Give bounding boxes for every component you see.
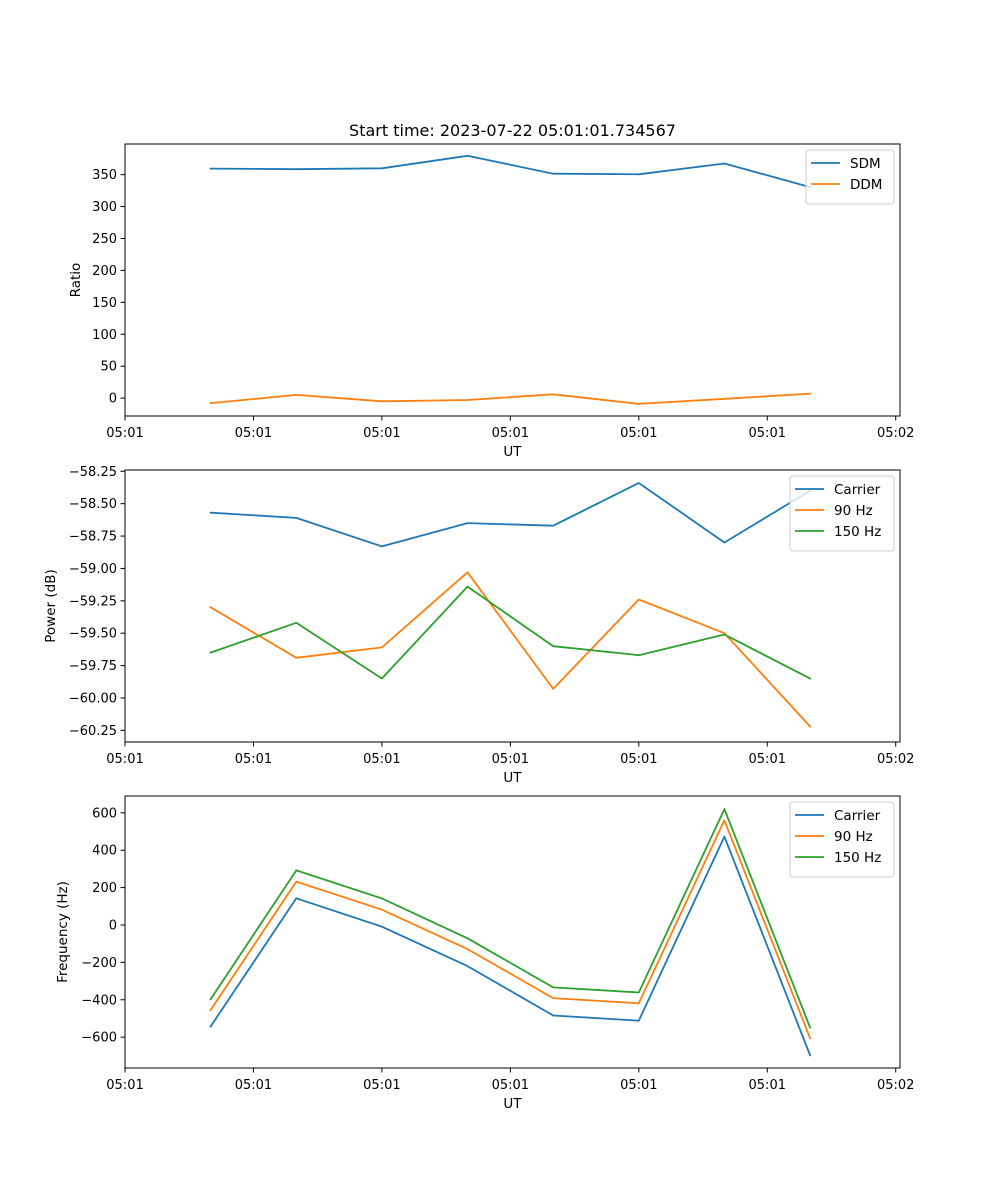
chart1-legend: SDM DDM [805, 149, 895, 205]
chart2-series-line-90-hz [209, 571, 812, 728]
figure-title: Start time: 2023-07-22 05:01:01.734567 [349, 121, 676, 140]
chart1-legend-label: DDM [850, 177, 882, 193]
chart1-x-tick-label: 05:01 [620, 426, 657, 441]
chart1-y-tick-label: 100 [92, 328, 117, 343]
chart2-y-tick-label: −58.25 [69, 465, 117, 480]
chart3-x-axis-label: UT [503, 1096, 522, 1112]
chart2-y-axis-label: Power (dB) [43, 569, 59, 642]
chart1-y-axis-label: Ratio [68, 263, 84, 298]
chart3-x-tick-label: 05:01 [749, 1078, 786, 1093]
chart2-y-tick-label: −59.25 [69, 594, 117, 609]
chart1-y-tick-label: 50 [100, 360, 117, 375]
chart2-x-tick-label: 05:01 [620, 752, 657, 767]
chart2-legend: Carrier 90 Hz 150 Hz [789, 475, 895, 552]
chart3-series-line-carrier [209, 835, 812, 1057]
chart2-y-tick-label: −60.00 [69, 691, 117, 706]
chart3-x-tick-label: 05:01 [235, 1078, 272, 1093]
chart2-legend-label: 90 Hz [834, 503, 873, 519]
chart1-y-tick-label: 350 [92, 168, 117, 183]
chart1-x-tick-label: 05:01 [363, 426, 400, 441]
chart2-y-tick-label: −58.50 [69, 497, 117, 512]
chart1-y-tick-label: 250 [92, 232, 117, 247]
chart2-legend-box [789, 475, 895, 552]
chart2-legend-label: Carrier [834, 482, 881, 498]
chart3-legend: Carrier 90 Hz 150 Hz [789, 801, 895, 878]
chart1-axes-frame [124, 143, 901, 417]
chart1-x-tick-label: 05:01 [106, 426, 143, 441]
chart2-axes-frame [124, 469, 901, 743]
chart2-y-tick-label: −58.75 [69, 530, 117, 545]
chart1-legend-label: SDM [850, 156, 881, 172]
chart2-y-tick-label: −59.00 [69, 562, 117, 577]
chart3-y-tick-label: −600 [81, 1031, 117, 1046]
chart2-y-tick-label: −59.75 [69, 659, 117, 674]
chart2-legend-label: 150 Hz [834, 524, 881, 540]
chart-panels: 05:01 05:01 05:01 05:01 05:01 05:01 05:02 0 50 10… [43, 143, 914, 1112]
chart3-y-tick-label: 0 [109, 918, 117, 933]
chart3-y-tick-label: 200 [92, 881, 117, 896]
chart3-legend-label: 150 Hz [834, 850, 881, 866]
chart3-x-tick-label: 05:01 [492, 1078, 529, 1093]
chart2-x-axis-label: UT [503, 770, 522, 786]
chart3-axes-frame [124, 795, 901, 1069]
chart3-legend-label: Carrier [834, 808, 881, 824]
chart3-y-tick-label: 600 [92, 806, 117, 821]
chart1-x-axis-label: UT [503, 444, 522, 460]
chart3-series-line-150-hz [209, 808, 812, 1029]
chart3-x-tick-label: 05:01 [106, 1078, 143, 1093]
chart3-x-tick-label: 05:02 [877, 1078, 914, 1093]
chart1-y-tick-label: 200 [92, 264, 117, 279]
chart3-legend-box [789, 801, 895, 878]
chart3-y-tick-label: −200 [81, 956, 117, 971]
chart3-legend-label: 90 Hz [834, 829, 873, 845]
chart2-x-tick-label: 05:01 [106, 752, 143, 767]
chart1-y-tick-label: 150 [92, 296, 117, 311]
chart3-x-tick-label: 05:01 [363, 1078, 400, 1093]
chart1-x-tick-label: 05:02 [877, 426, 914, 441]
chart1-x-tick-label: 05:01 [749, 426, 786, 441]
chart3-y-tick-label: 400 [92, 844, 117, 859]
chart1-y-tick-label: 0 [109, 392, 117, 407]
chart3-y-tick-label: −400 [81, 993, 117, 1008]
chart2-y-tick-label: −60.25 [69, 724, 117, 739]
chart2-x-tick-label: 05:01 [492, 752, 529, 767]
chart2-x-tick-label: 05:01 [749, 752, 786, 767]
chart2-series-line-carrier [209, 482, 812, 548]
chart2-x-tick-label: 05:01 [235, 752, 272, 767]
chart1-x-tick-label: 05:01 [492, 426, 529, 441]
chart2-x-tick-label: 05:01 [363, 752, 400, 767]
chart1-x-tick-label: 05:01 [235, 426, 272, 441]
chart3-panel: 05:01 05:01 05:01 05:01 05:01 05:01 05:02 −600 −… [55, 795, 914, 1112]
chart3-x-tick-label: 05:01 [620, 1078, 657, 1093]
chart1-panel: 05:01 05:01 05:01 05:01 05:01 05:01 05:02 0 50 10… [68, 143, 914, 460]
chart2-x-tick-label: 05:02 [877, 752, 914, 767]
chart3-series-line-90-hz [209, 819, 812, 1040]
chart2-y-tick-label: −59.50 [69, 627, 117, 642]
chart1-y-tick-label: 300 [92, 200, 117, 215]
chart2-series-line-150-hz [209, 585, 812, 680]
chart3-y-axis-label: Frequency (Hz) [55, 881, 71, 983]
chart1-series-line-ddm [209, 392, 812, 405]
chart1-series-line-sdm [209, 154, 812, 189]
chart2-panel: 05:01 05:01 05:01 05:01 05:01 05:01 05:02 −60.2… [43, 465, 914, 786]
